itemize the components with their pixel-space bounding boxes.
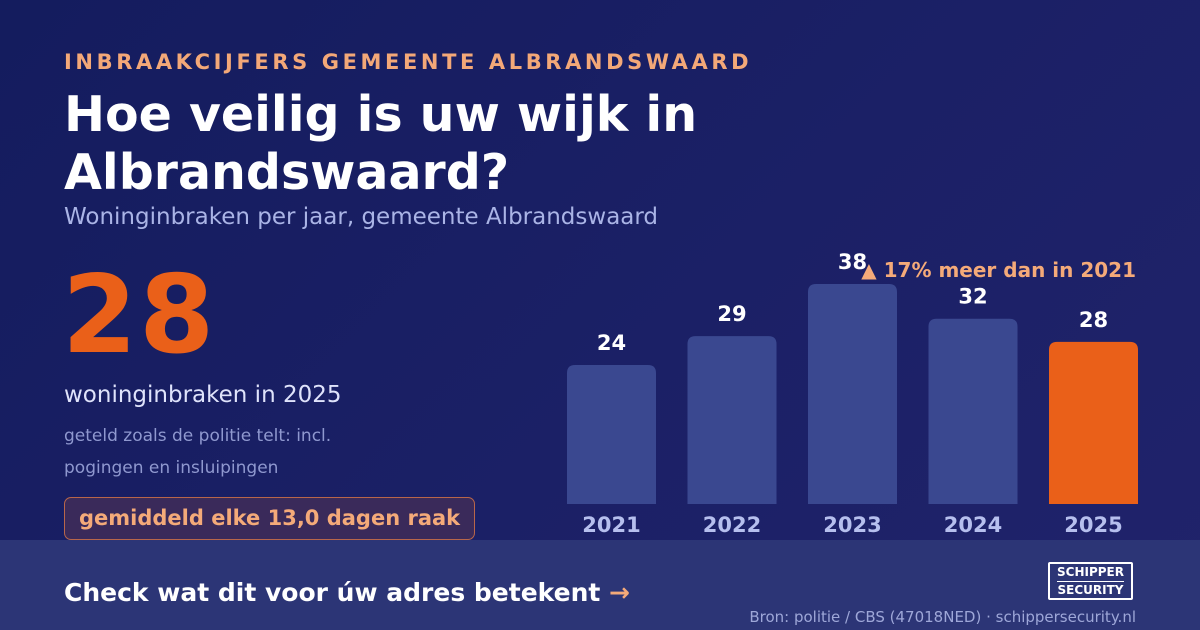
frequency-badge: gemiddeld elke 13,0 dagen raak (64, 497, 476, 540)
counting-note: geteld zoals de politie telt: incl. pogi… (64, 426, 332, 478)
bar-2022 (687, 336, 777, 504)
source-note: Bron: politie / CBS (47018NED) · schippe… (749, 608, 1136, 626)
footer-bar: Check wat dit voor úw adres betekent → S… (0, 540, 1200, 630)
cta-link[interactable]: Check wat dit voor úw adres betekent → (64, 578, 630, 607)
tick-label-2023: 2023 (823, 513, 881, 537)
value-label-2025: 28 (1079, 308, 1108, 332)
tick-label-2025: 2025 (1064, 513, 1122, 537)
headline-number: 28 (62, 253, 217, 378)
growth-annotation: ▲ 17% meer dan in 2021 (861, 258, 1136, 282)
tick-label-2022: 2022 (703, 513, 761, 537)
tick-label-2024: 2024 (944, 513, 1002, 537)
chart-subtitle: Woninginbraken per jaar, gemeente Albran… (64, 204, 659, 230)
value-label-2022: 29 (717, 302, 746, 326)
brand-logo: SCHIPPER SECURITY (1048, 562, 1133, 600)
bar-2025 (1049, 341, 1138, 504)
bar-2023 (808, 284, 897, 504)
tick-label-2021: 2021 (582, 513, 640, 537)
value-label-2024: 32 (958, 285, 987, 309)
logo-line-1: SCHIPPER (1057, 564, 1124, 582)
bar-2021 (567, 365, 656, 504)
page-title: Hoe veilig is uw wijk in Albrandswaard? (64, 86, 698, 201)
value-label-2021: 24 (597, 331, 626, 355)
headline-caption: woninginbraken in 2025 (64, 382, 342, 408)
value-label-2023: 38 (838, 250, 867, 274)
cta-text[interactable]: Check wat dit voor úw adres betekent (64, 578, 601, 607)
logo-line-2: SECURITY (1057, 583, 1124, 597)
arrow-right-icon[interactable]: → (609, 578, 630, 607)
bar-2024 (928, 318, 1018, 504)
kicker: INBRAAKCIJFERS GEMEENTE ALBRANDSWAARD (64, 50, 753, 74)
